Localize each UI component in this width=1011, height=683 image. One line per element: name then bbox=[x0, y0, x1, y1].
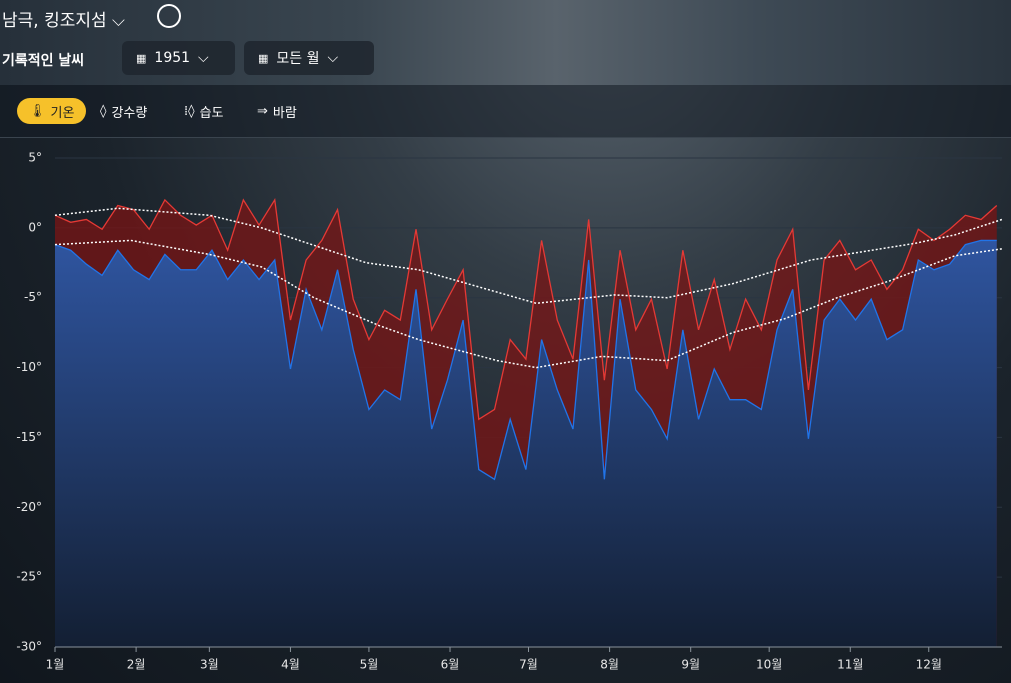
x-tick-label: 7월 bbox=[519, 658, 538, 672]
y-tick-label: -10° bbox=[16, 360, 42, 374]
line bbox=[54, 239, 997, 481]
year-dropdown[interactable]: ▦ 1951 ⌵ bbox=[122, 41, 235, 75]
months[interactable]: 모든 월 bbox=[276, 51, 320, 67]
tab-label[interactable]: 습도 bbox=[199, 105, 224, 121]
y-tick-label: 0° bbox=[28, 220, 42, 234]
normal-line bbox=[54, 207, 1003, 305]
y-tick-label: -25° bbox=[16, 570, 42, 584]
x-tick-label: 10월 bbox=[756, 658, 782, 672]
chart: 5° 0° -5° -10° -15° -20° -25° -30° 1월 2월 3월 4월 5월 6월 7… bbox=[16, 151, 1003, 672]
x-tick-label: 8월 bbox=[600, 658, 619, 672]
x-tick-label: 11월 bbox=[837, 658, 863, 672]
year[interactable]: 1951 bbox=[154, 50, 191, 66]
x-tick-label: 9월 bbox=[681, 658, 700, 672]
header: 남극, 킹조지섬 ⌵ 기록적인 날씨 ▦ 1951 ⌵ ▦ 모든 월 ⌵ bbox=[0, 0, 1011, 85]
location[interactable]: 남극, 킹조지섬 bbox=[2, 11, 107, 31]
tab-label[interactable]: 강수량 bbox=[111, 105, 148, 121]
home-button[interactable] bbox=[157, 4, 181, 28]
y-tick-label: -20° bbox=[16, 500, 42, 514]
x-tick-label: 5월 bbox=[360, 658, 379, 672]
y-tick-label: 5° bbox=[28, 151, 42, 165]
x-tick-label: 2월 bbox=[127, 658, 146, 672]
y-tick-label: -5° bbox=[24, 290, 42, 304]
tab[interactable]: ⁞◊ 습도 bbox=[184, 103, 224, 121]
x-tick-label: 6월 bbox=[441, 658, 460, 672]
area bbox=[55, 240, 997, 647]
tab[interactable]: ⇒ 바람 bbox=[257, 103, 297, 121]
tab[interactable]: ◊ 강수량 bbox=[100, 103, 148, 121]
normal-line bbox=[54, 239, 1003, 369]
y-tick-label: -30° bbox=[16, 640, 42, 654]
tab-bar: 🌡 기온 ◊ 강수량 ⁞◊ 습도 ⇒ 바람 bbox=[0, 85, 1011, 138]
page-title: 기록적인 날씨 bbox=[2, 53, 85, 69]
tab-label[interactable]: 기온 bbox=[50, 105, 75, 121]
x-tick-label: 1월 bbox=[46, 658, 65, 672]
x-tick-label: 12월 bbox=[916, 658, 942, 672]
tab-label[interactable]: 바람 bbox=[272, 105, 297, 121]
x-tick-label: 4월 bbox=[281, 658, 300, 672]
x-tick-label: 3월 bbox=[200, 658, 219, 672]
month-dropdown[interactable]: ▦ 모든 월 ⌵ bbox=[244, 41, 374, 75]
tab[interactable]: 🌡 기온 bbox=[17, 98, 87, 124]
location-selector[interactable]: 남극, 킹조지섬 ⌵ bbox=[2, 11, 125, 31]
y-tick-label: -15° bbox=[16, 430, 42, 444]
